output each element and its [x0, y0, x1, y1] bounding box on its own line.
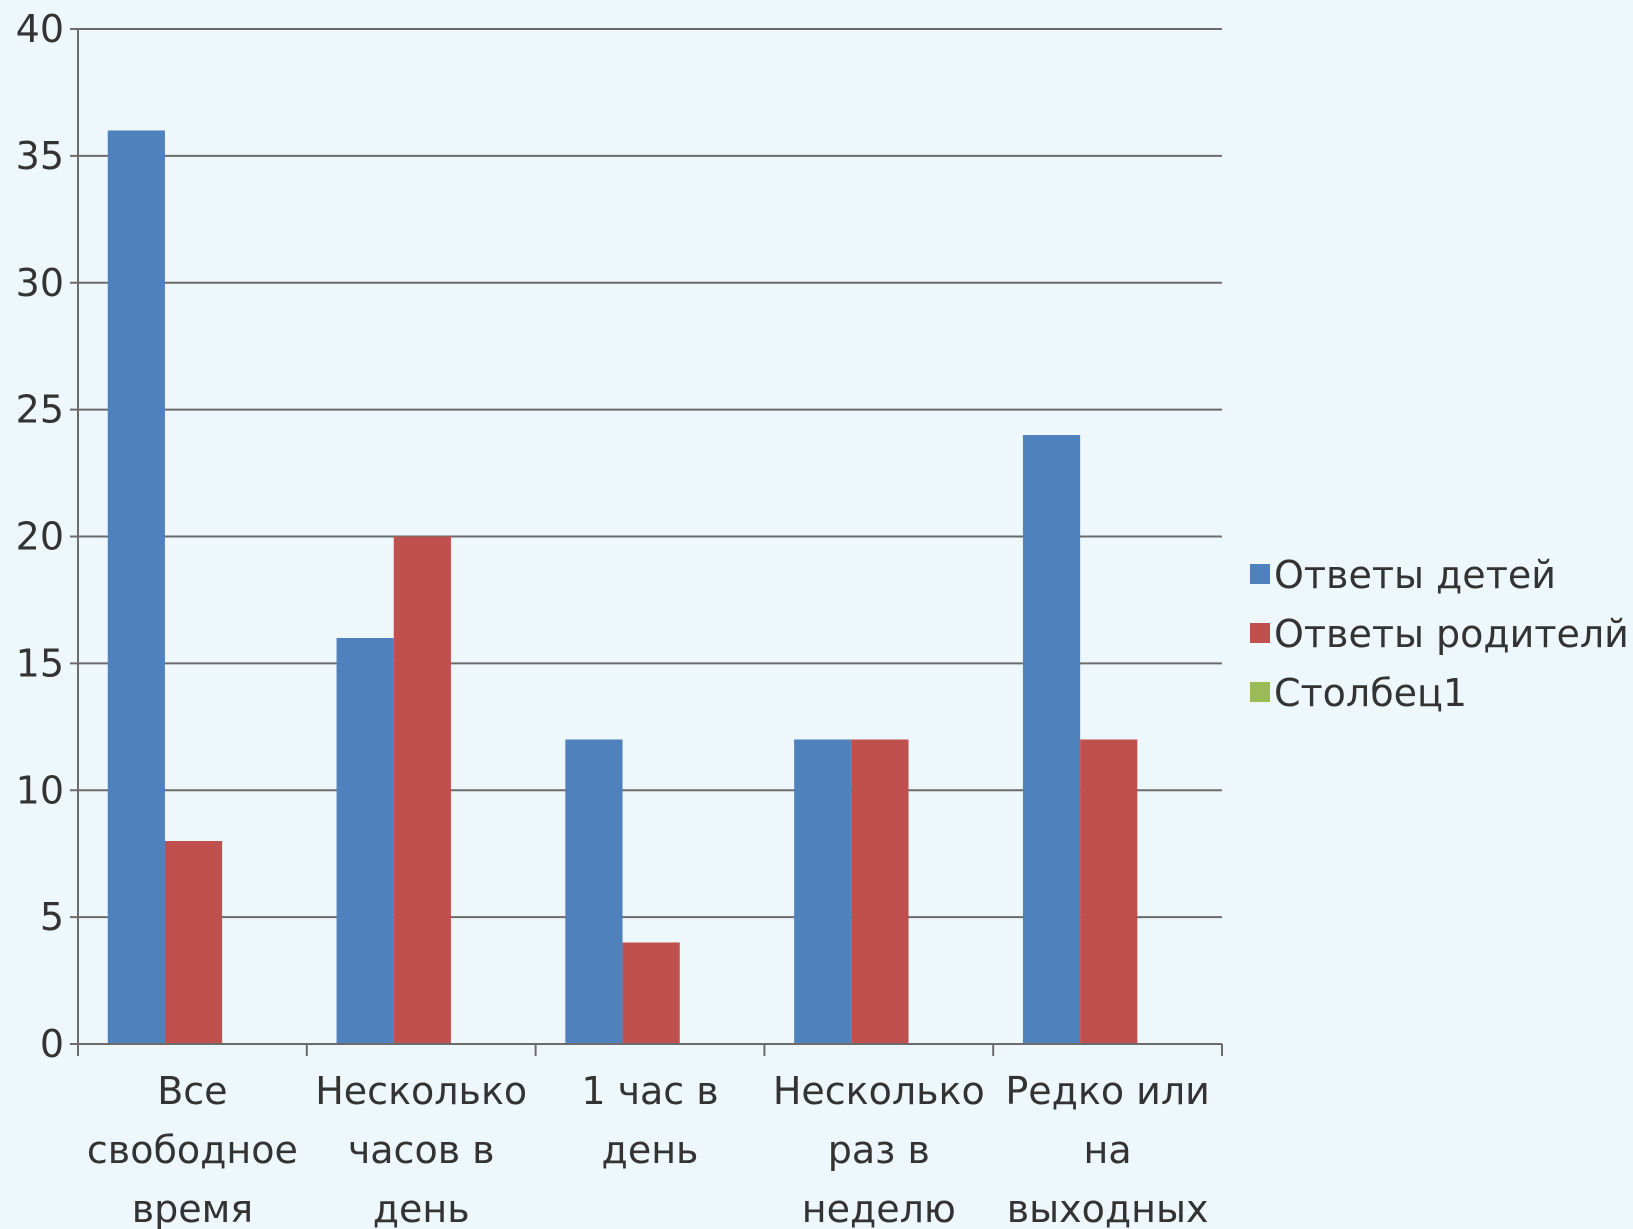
y-tick-label: 0 [40, 1022, 64, 1066]
y-tick-label: 20 [16, 515, 64, 559]
x-category-label: раз в [828, 1128, 930, 1172]
legend-swatch [1250, 682, 1270, 702]
bars [107, 130, 1138, 1044]
y-axis-ticks: 0 5 10 15 20 25 30 35 40 [16, 7, 64, 1066]
x-category-label: Несколько [315, 1069, 527, 1113]
y-tick-label: 25 [16, 388, 64, 432]
bar [164, 841, 223, 1044]
legend-label: Ответы родителй [1274, 612, 1629, 656]
bar [1022, 435, 1081, 1044]
bar [565, 739, 623, 1044]
x-axis-labels: Все свободное время Несколько часов в день 1 ч… [87, 1069, 1210, 1229]
x-category-label: свободное [87, 1128, 298, 1172]
x-category-label: Несколько [773, 1069, 985, 1113]
x-category-label: на [1084, 1128, 1132, 1172]
x-category-label: Редко или [1005, 1069, 1210, 1113]
bar [393, 536, 451, 1044]
legend-label: Ответы детей [1274, 553, 1556, 597]
legend-swatch [1250, 564, 1270, 584]
x-category-label: день [373, 1187, 470, 1229]
y-tick-label: 10 [16, 768, 64, 812]
legend-label: Столбец1 [1274, 671, 1467, 715]
y-tick-label: 35 [16, 134, 64, 178]
legend-swatch [1250, 623, 1270, 643]
gridlines [78, 28, 1222, 919]
x-category-label: выходных [1007, 1187, 1209, 1229]
axes [70, 28, 1223, 1056]
x-category-label: неделю [802, 1187, 956, 1229]
y-tick-label: 5 [40, 895, 64, 939]
bar [622, 942, 680, 1044]
bar [851, 739, 909, 1044]
bar [336, 638, 394, 1044]
x-category-label: часов в [348, 1128, 495, 1172]
legend: Ответы детей Ответы родителй Столбец1 [1250, 553, 1629, 715]
bar [794, 739, 852, 1044]
y-tick-label: 40 [16, 7, 64, 51]
y-tick-label: 15 [16, 641, 64, 685]
bar [1080, 739, 1138, 1044]
bar [107, 130, 165, 1044]
x-category-label: день [602, 1128, 699, 1172]
x-category-label: Все [157, 1069, 227, 1113]
x-category-label: 1 час в [581, 1069, 718, 1113]
x-category-label: время [132, 1187, 253, 1229]
y-tick-label: 30 [16, 261, 64, 305]
